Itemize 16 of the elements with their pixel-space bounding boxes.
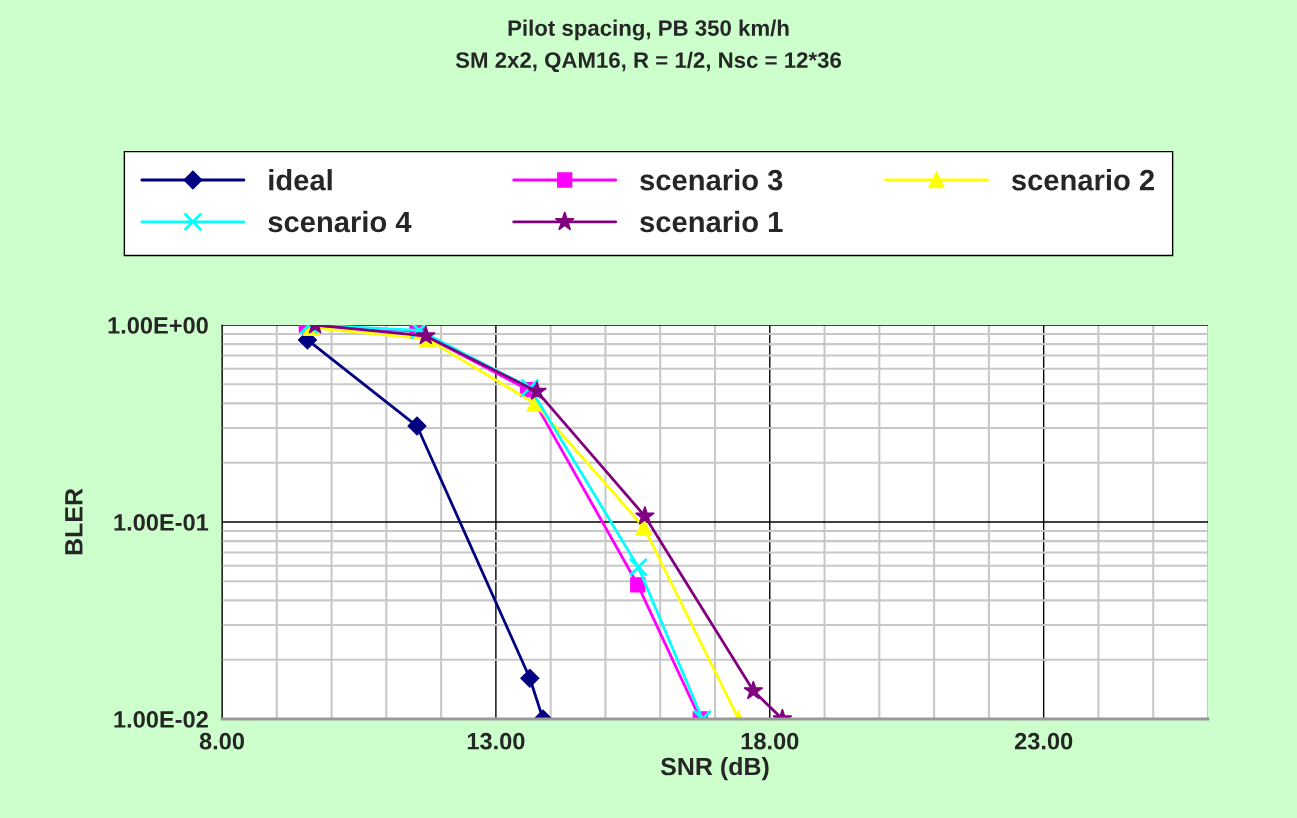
x-axis-title: SNR (dB) (660, 756, 769, 781)
y-axis-title: BLER (65, 488, 83, 555)
x-tick-label: 18.00 (741, 732, 799, 750)
x-tick-label: 13.00 (467, 732, 525, 750)
y-tick-label: 1.00E-01 (114, 514, 209, 531)
y-tick-label: 1.00E-02 (114, 711, 208, 728)
chart-subtitle: SM 2x2, QAM16, R = 1/2, Nsc = 12*36 (455, 51, 842, 73)
x-tick-label: 8.00 (199, 732, 245, 750)
legend-label: scenario 4 (268, 210, 412, 233)
chart-title: Pilot spacing, PB 350 km/h (508, 19, 789, 41)
legend-label: scenario 3 (640, 169, 783, 191)
x-tick-label: 23.00 (1014, 732, 1073, 750)
y-tick-label: 1.00E+00 (108, 317, 208, 334)
legend-label: scenario 2 (1011, 169, 1154, 191)
legend-label: ideal (269, 169, 332, 191)
legend-label: scenario 1 (640, 210, 783, 233)
